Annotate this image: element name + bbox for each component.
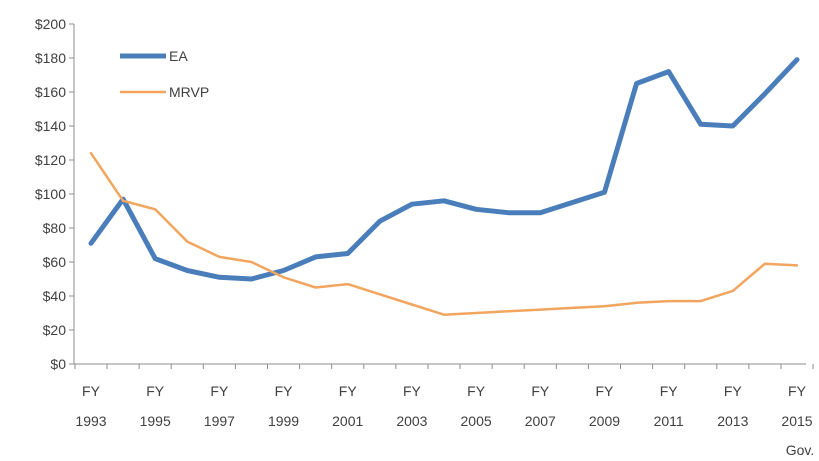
- y-axis: $0 $20 $40 $60 $80 $100 $120 $140 $160 $180 $200: [35, 16, 75, 372]
- y-tick-label: $180: [35, 50, 66, 66]
- series-line-ea: [88, 57, 800, 282]
- x-tick-label-line2: 2015: [781, 413, 812, 429]
- x-tick-label-line2: 1999: [268, 413, 299, 429]
- x-tick-label-line1: FY: [403, 383, 422, 399]
- x-tick-label-line1: FY: [788, 383, 807, 399]
- x-tick-label-line1: FY: [724, 383, 743, 399]
- series-line-mrvp: [89, 151, 799, 316]
- x-tick-label-line2: 2003: [396, 413, 427, 429]
- x-tick-label-line1: FY: [467, 383, 486, 399]
- legend-label: EA: [169, 48, 188, 64]
- y-tick-label: $60: [43, 254, 67, 270]
- x-tick-label-line2: 2009: [589, 413, 620, 429]
- y-tick-label: $20: [43, 322, 67, 338]
- x-tick-label-line2: 2005: [461, 413, 492, 429]
- x-axis: FY 1993 FY 1995 FY 1997 FY 1999 FY 2001 FY 2003 FY 20…: [74, 363, 815, 458]
- x-tick-label-line1: FY: [339, 383, 358, 399]
- x-tick-label-line2: 2011: [654, 413, 684, 429]
- y-tick-label: $80: [43, 220, 67, 236]
- x-tick-label-line1: FY: [660, 383, 679, 399]
- y-tick-label: $160: [35, 84, 66, 100]
- y-tick-label: $200: [35, 16, 66, 32]
- x-tick-label-line2: 1995: [140, 413, 171, 429]
- x-tick-label-line2: 1993: [75, 413, 106, 429]
- legend: EA MRVP: [120, 48, 209, 100]
- y-tick-label: $0: [50, 356, 66, 372]
- x-tick-label-line1: FY: [210, 383, 229, 399]
- x-tick-label-line1: FY: [596, 383, 615, 399]
- x-tick-label-line2: 1997: [204, 413, 235, 429]
- x-extra-label: Gov.: [786, 442, 815, 458]
- y-tick-label: $100: [35, 186, 66, 202]
- x-tick-label-line1: FY: [275, 383, 294, 399]
- legend-label: MRVP: [169, 84, 209, 100]
- x-tick-label-line1: FY: [146, 383, 165, 399]
- x-tick-label-line2: 2013: [717, 413, 748, 429]
- x-tick-label-line2: 2001: [332, 413, 363, 429]
- x-tick-label-line1: FY: [531, 383, 550, 399]
- y-tick-label: $120: [35, 152, 66, 168]
- x-tick-label-line2: 2007: [525, 413, 556, 429]
- series-lines: [88, 57, 800, 316]
- y-tick-label: $40: [43, 288, 67, 304]
- x-tick-label-line1: FY: [82, 383, 101, 399]
- y-tick-label: $140: [35, 118, 66, 134]
